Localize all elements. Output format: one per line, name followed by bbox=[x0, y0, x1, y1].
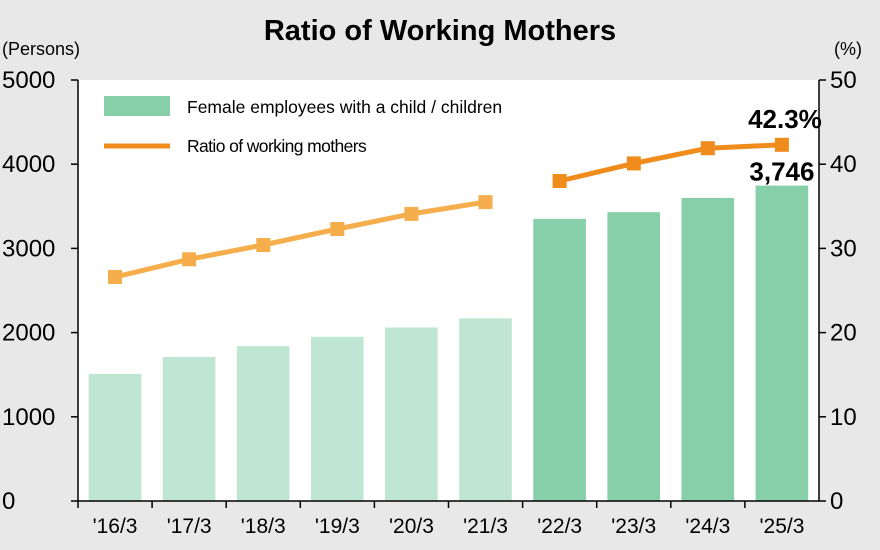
left-tick-label-0: 0 bbox=[2, 488, 15, 515]
ratio-point-1 bbox=[182, 252, 197, 267]
x-tick-label-0: '16/3 bbox=[93, 515, 138, 538]
legend-line-label: Ratio of working mothers bbox=[187, 136, 367, 156]
ratio-point-0 bbox=[108, 270, 122, 284]
y-right-axis-unit: (%) bbox=[834, 39, 862, 59]
bar-7 bbox=[607, 212, 660, 501]
line-group bbox=[108, 137, 789, 284]
ratio-point-5 bbox=[478, 195, 493, 210]
x-tick-label-5: '21/3 bbox=[463, 515, 508, 538]
left-tick-label-2: 2000 bbox=[2, 320, 55, 347]
data-label-1: 3,746 bbox=[749, 157, 814, 187]
x-tick-label-7: '23/3 bbox=[611, 515, 656, 538]
bar-5 bbox=[459, 318, 512, 501]
right-tick-label-1: 10 bbox=[830, 404, 857, 431]
legend-bar-swatch bbox=[104, 96, 170, 116]
annotations-group: 42.3% 3,746 bbox=[748, 104, 822, 187]
ratio-line-segment-0 bbox=[114, 199, 486, 280]
left-tick-label-4: 4000 bbox=[2, 151, 55, 178]
x-tick-label-9: '25/3 bbox=[760, 515, 805, 538]
ratio-point-6 bbox=[552, 174, 567, 188]
right-ticks-group: 0 10 20 30 40 50 bbox=[819, 67, 857, 515]
right-tick-label-0: 0 bbox=[830, 488, 843, 515]
legend-bar-label: Female employees with a child / children bbox=[187, 97, 502, 117]
x-tick-label-8: '24/3 bbox=[685, 515, 730, 538]
bar-4 bbox=[385, 327, 438, 501]
right-tick-label-2: 20 bbox=[830, 320, 857, 347]
bar-0 bbox=[88, 373, 142, 501]
legend: Female employees with a child / children… bbox=[104, 96, 502, 156]
bar-3 bbox=[311, 336, 364, 501]
ratio-point-3 bbox=[330, 222, 345, 236]
x-tick-label-1: '17/3 bbox=[167, 515, 212, 538]
left-tick-label-1: 1000 bbox=[2, 404, 55, 431]
left-ticks-group: 0 1000 2000 3000 4000 5000 bbox=[2, 67, 78, 515]
right-tick-label-3: 30 bbox=[830, 235, 857, 262]
bar-9 bbox=[755, 185, 809, 501]
chart-title: Ratio of Working Mothers bbox=[264, 15, 616, 47]
x-ticks-group: '16/3 '17/3 '18/3 '19/3 '20/3 '21/3 '22/3 '23/3… bbox=[77, 501, 805, 538]
bar-6 bbox=[533, 218, 586, 501]
ratio-line-segment-1 bbox=[559, 142, 783, 184]
bar-1 bbox=[162, 357, 216, 501]
right-tick-label-5: 50 bbox=[830, 67, 857, 94]
x-tick-label-4: '20/3 bbox=[389, 515, 434, 538]
data-label-0: 42.3% bbox=[748, 104, 822, 134]
x-tick-label-3: '19/3 bbox=[315, 515, 360, 538]
left-tick-label-5: 5000 bbox=[2, 67, 55, 94]
x-tick-label-2: '18/3 bbox=[241, 515, 286, 538]
ratio-point-8 bbox=[700, 141, 715, 156]
ratio-point-4 bbox=[404, 206, 419, 221]
left-tick-label-3: 3000 bbox=[2, 235, 55, 262]
bar-8 bbox=[681, 197, 735, 501]
ratio-point-2 bbox=[256, 238, 271, 252]
bar-2 bbox=[236, 346, 290, 501]
y-left-axis-unit: (Persons) bbox=[2, 39, 80, 59]
ratio-point-9 bbox=[774, 137, 789, 152]
right-tick-label-4: 40 bbox=[830, 151, 857, 178]
ratio-point-7 bbox=[626, 156, 641, 171]
x-tick-label-6: '22/3 bbox=[537, 515, 582, 538]
bars-group bbox=[88, 185, 809, 501]
